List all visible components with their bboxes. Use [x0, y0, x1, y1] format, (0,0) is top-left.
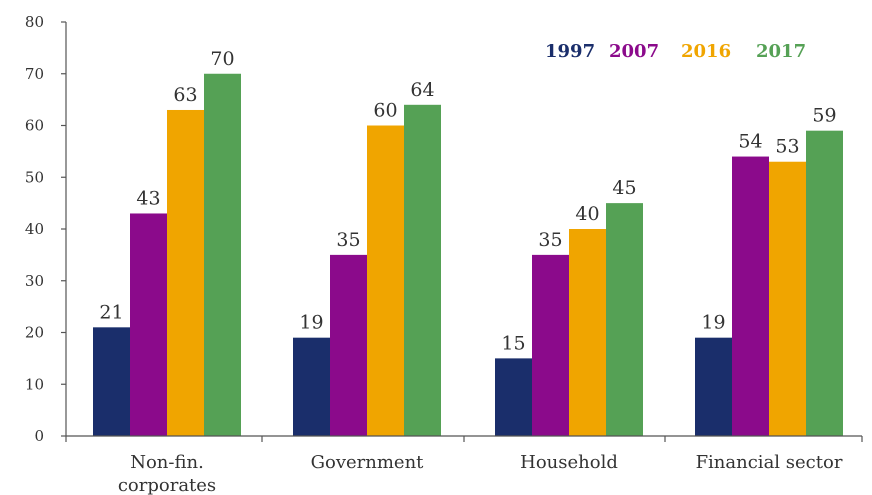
category-label: Government — [311, 452, 425, 473]
y-tick-label: 60 — [25, 117, 44, 135]
bar-2016-2 — [569, 229, 606, 436]
data-label: 63 — [173, 84, 197, 106]
bar-2007-1 — [330, 254, 367, 436]
x-axis: Non-fin. corporates Government Household Fin… — [65, 435, 863, 495]
bar-2007-0 — [130, 213, 167, 436]
data-label: 40 — [575, 203, 599, 225]
data-label: 19 — [701, 312, 725, 334]
bar-2017-2 — [606, 203, 643, 436]
bar-2016-0 — [167, 109, 204, 436]
data-label: 21 — [99, 301, 123, 323]
y-tick-label: 50 — [25, 168, 44, 186]
y-tick-label: 70 — [25, 65, 44, 83]
legend-item-2017: 2017 — [756, 41, 806, 62]
bar-2017-3 — [806, 130, 843, 437]
bar-1997-0 — [93, 327, 130, 436]
y-tick-label: 40 — [25, 220, 44, 238]
y-tick-label: 20 — [25, 324, 44, 342]
category-label: Financial sector — [696, 452, 843, 473]
category-label: Non-fin. corporates — [118, 452, 216, 495]
data-label: 70 — [210, 48, 234, 70]
data-label: 54 — [738, 131, 762, 153]
data-label: 15 — [501, 332, 525, 354]
data-label: 43 — [136, 187, 160, 209]
bars — [93, 73, 843, 437]
bar-2016-1 — [367, 125, 404, 436]
bar-2007-2 — [532, 254, 569, 436]
legend-item-2016: 2016 — [681, 41, 731, 62]
bar-2017-1 — [404, 104, 441, 437]
data-label: 53 — [775, 136, 799, 158]
data-label: 35 — [336, 229, 360, 251]
data-labels: 21 43 63 70 19 35 60 64 15 35 40 45 19 54 53 59 — [99, 48, 836, 355]
y-axis: 0 10 20 30 40 50 60 70 80 — [25, 13, 67, 445]
bar-1997-3 — [695, 337, 732, 436]
data-label: 60 — [373, 100, 397, 122]
data-label: 19 — [299, 312, 323, 334]
bar-2017-0 — [204, 73, 241, 436]
bar-2016-3 — [769, 161, 806, 436]
data-label: 45 — [612, 177, 636, 199]
bar-1997-2 — [495, 358, 532, 436]
legend-item-2007: 2007 — [609, 41, 659, 62]
y-tick-label: 0 — [34, 427, 44, 445]
data-label: 64 — [410, 79, 434, 101]
y-tick-label: 10 — [25, 375, 44, 393]
bar-1997-1 — [293, 337, 330, 436]
y-tick-label: 80 — [25, 13, 44, 31]
legend: 1997 2007 2016 2017 — [545, 41, 806, 62]
data-label: 35 — [538, 229, 562, 251]
data-label: 59 — [812, 105, 836, 127]
legend-item-1997: 1997 — [545, 41, 595, 62]
category-label: Household — [520, 452, 618, 473]
bar-2007-3 — [732, 156, 769, 437]
y-tick-label: 30 — [25, 272, 44, 290]
